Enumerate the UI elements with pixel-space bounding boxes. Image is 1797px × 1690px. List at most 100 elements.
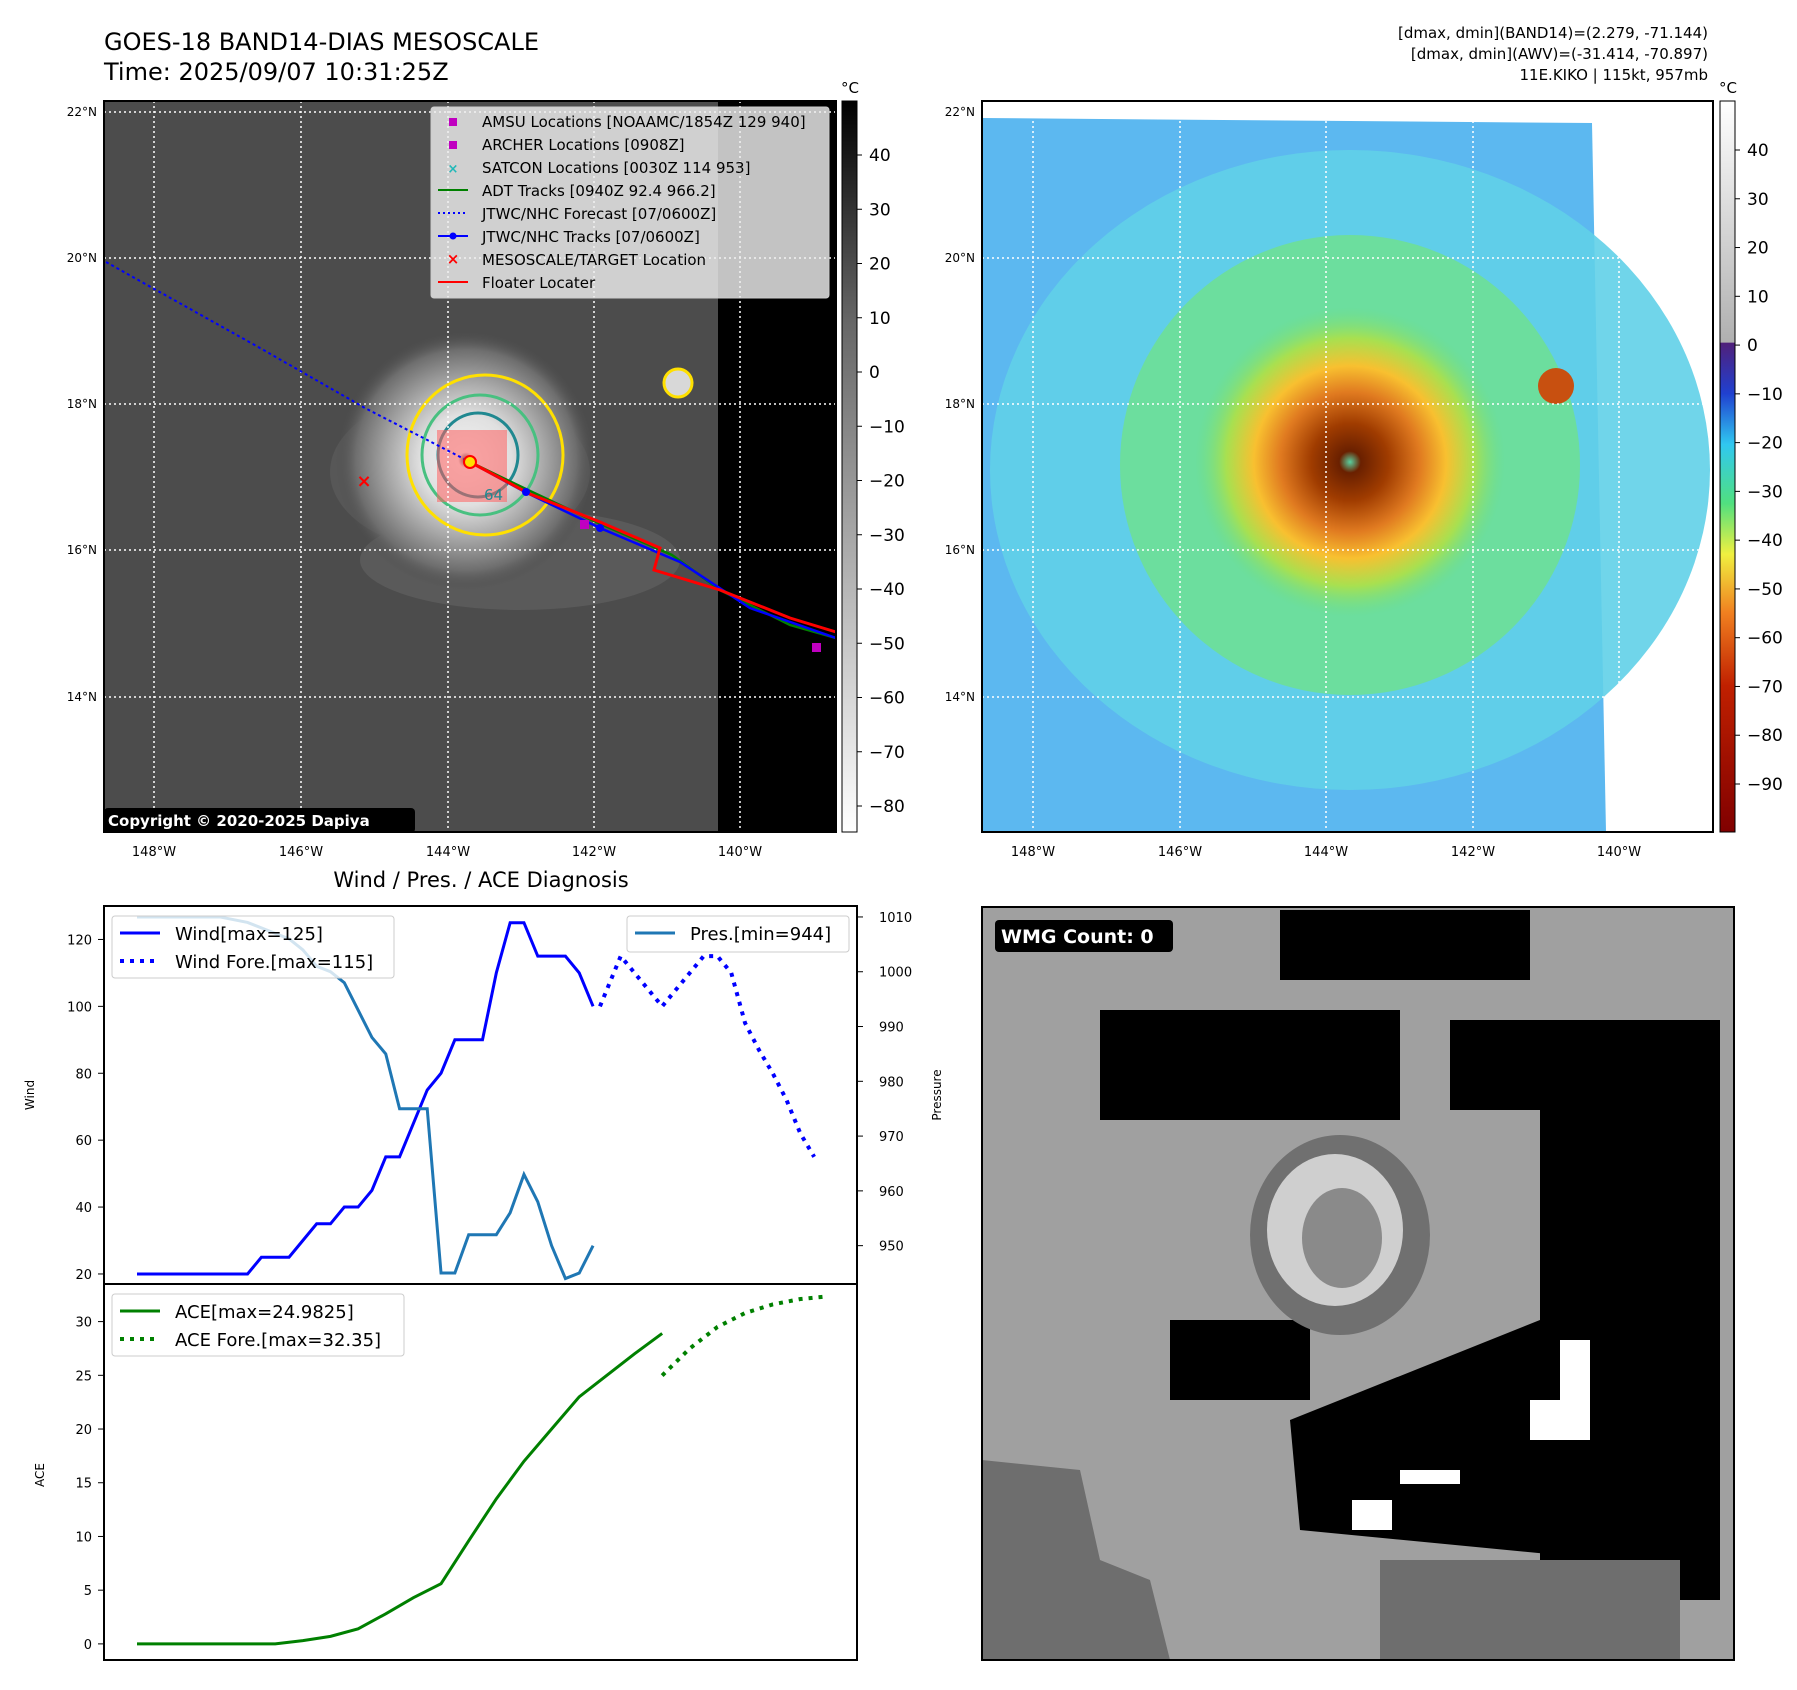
pres-ytick-label: 1010 [879, 911, 912, 926]
enh-lat-14: 14°N [945, 690, 975, 704]
ir-floater-track [469, 460, 837, 634]
colorbar-tick-label: −10 [1747, 385, 1783, 405]
colorbar-tick-label: −10 [869, 417, 905, 437]
colorbar-tick-label: −30 [1747, 482, 1783, 502]
enh-grid [982, 101, 1713, 832]
enh-colorbar [1719, 100, 1736, 833]
colorbar-tick-label: −40 [1747, 531, 1783, 551]
ir-lon-142: 142°W [572, 845, 616, 860]
enh-lon-146: 146°W [1158, 845, 1202, 860]
copyright-text: Copyright © 2020-2025 Dapiya [108, 812, 370, 830]
colorbar-tick-label: −80 [1747, 726, 1783, 746]
colorbar-tick-label: 0 [1747, 336, 1758, 356]
pres-legend: Pres.[min=944] [626, 915, 850, 953]
ir-colorbar [841, 100, 858, 833]
pres-ytick-label: 960 [879, 1185, 904, 1200]
pressure-ylabel: Pressure [930, 1069, 944, 1120]
pres-ytick-label: 990 [879, 1021, 904, 1036]
legend-target: MESOSCALE/TARGET Location [482, 251, 706, 269]
colorbar-tick-label: 10 [869, 309, 891, 329]
ace-ytick-label: 30 [75, 1316, 92, 1331]
colorbar-tick-label: −40 [869, 580, 905, 600]
colorbar-tick-label: −20 [1747, 434, 1783, 454]
ir-map-panel: 64 × × × AMS [67, 79, 905, 860]
wind-ylabel: Wind [23, 1080, 37, 1110]
ir-colorbar-unit: °C [841, 79, 859, 97]
ir-lon-148: 148°W [132, 845, 176, 860]
colorbar-tick-label: 30 [869, 200, 891, 220]
colorbar-tick-label: −50 [1747, 580, 1783, 600]
ace-ytick-label: 5 [84, 1584, 92, 1599]
ir-lon-144: 144°W [426, 845, 470, 860]
enh-lat-22: 22°N [945, 105, 975, 119]
enh-lat-20: 20°N [945, 251, 975, 265]
legend-wind-fore: Wind Fore.[max=115] [175, 952, 373, 973]
pres-ytick-label: 970 [879, 1130, 904, 1145]
colorbar-tick-label: −90 [1747, 775, 1783, 795]
wind-ytick-label: 60 [75, 1134, 92, 1149]
figure-time: Time: 2025/09/07 10:31:25Z [103, 58, 449, 86]
ir-contour-yellow [405, 373, 565, 537]
legend-amsu: AMSU Locations [NOAAMC/1854Z 129 940] [482, 113, 806, 131]
wind-ytick-label: 100 [67, 1000, 92, 1015]
colorbar-tick-label: 20 [1747, 239, 1769, 259]
stats-band14: [dmax, dmin](BAND14)=(2.279, -71.144) [1398, 24, 1708, 42]
ace-ylabel: ACE [33, 1463, 47, 1487]
ir-target-marker: × [356, 471, 371, 492]
wind-pres-chart: 20 40 60 80 100 120 950 960 970 980 990 1000 1010 Wi… [23, 905, 944, 1285]
legend-tracks: JTWC/NHC Tracks [07/0600Z] [481, 228, 700, 246]
ir-legend: × × AMSU Locations [NOAAMC/1854Z 129 940… [430, 106, 830, 299]
colorbar-tick-label: −80 [869, 797, 905, 817]
legend-pres: Pres.[min=944] [690, 924, 831, 945]
series-line-0 [137, 921, 595, 1276]
colorbar-tick-label: −30 [869, 526, 905, 546]
legend-satcon: SATCON Locations [0030Z 114 953] [482, 159, 750, 177]
enh-lon-140: 140°W [1597, 845, 1641, 860]
wind-ytick-label: 40 [75, 1201, 92, 1216]
legend-archer: ARCHER Locations [0908Z] [482, 136, 685, 154]
diagnosis-title: Wind / Pres. / ACE Diagnosis [333, 868, 628, 892]
wind-ytick-label: 20 [75, 1268, 92, 1283]
ir-lat-16: 16°N [67, 543, 97, 557]
ir-lat-18: 18°N [67, 397, 97, 411]
ace-series-line-0 [137, 1332, 664, 1646]
colorbar-tick-label: −50 [869, 634, 905, 654]
colorbar-tick-label: −60 [1747, 629, 1783, 649]
ace-ytick-label: 20 [75, 1423, 92, 1438]
pres-ytick-label: 980 [879, 1075, 904, 1090]
enh-storm-core [1195, 307, 1505, 617]
ace-series-line-1 [660, 1294, 829, 1377]
colorbar-tick-label: −70 [1747, 677, 1783, 697]
enh-lat-18: 18°N [945, 397, 975, 411]
wmg-count-label: WMG Count: 0 [1001, 926, 1154, 948]
ace-ytick-label: 15 [75, 1477, 92, 1492]
enh-colorbar-unit: °C [1719, 79, 1737, 97]
ace-legend: ACE[max=24.9825] ACE Fore.[max=32.35] [111, 1293, 405, 1357]
wmg-panel: WMG Count: 0 [981, 906, 1735, 1661]
ace-ytick-label: 0 [84, 1638, 92, 1653]
colorbar-tick-label: −60 [869, 689, 905, 709]
ace-ytick-label: 25 [75, 1369, 92, 1384]
enh-colorbar-ticks: 40 30 20 10 0 −10 −20 −30 −40 −50 −60 −70 −80 −90 [1735, 141, 1783, 795]
colorbar-tick-label: −70 [869, 743, 905, 763]
wind-legend: Wind[max=125] Wind Fore.[max=115] [111, 915, 395, 979]
ir-lon-146: 146°W [279, 845, 323, 860]
legend-adt: ADT Tracks [0940Z 92.4 966.2] [482, 182, 716, 200]
ace-chart: 0 5 10 15 20 25 30 ACE ACE[max=24.9825] ACE Fo… [33, 1283, 858, 1661]
wind-ytick-label: 120 [67, 933, 92, 948]
stats-awv: [dmax, dmin](AWV)=(-31.414, -70.897) [1411, 45, 1708, 63]
legend-floater: Floater Locater [482, 274, 596, 292]
enh-lon-148: 148°W [1011, 845, 1055, 860]
stats-storm: 11E.KIKO | 115kt, 957mb [1519, 66, 1708, 84]
enhanced-map-panel: 22°N 20°N 18°N 16°N 14°N 148°W 146°W 144… [945, 79, 1783, 860]
ir-contour-label: 64 [484, 486, 503, 504]
ace-ytick-label: 10 [75, 1530, 92, 1545]
ir-lon-140: 140°W [718, 845, 762, 860]
colorbar-tick-label: 40 [869, 146, 891, 166]
svg-text:×: × [447, 250, 460, 268]
figure-title: GOES-18 BAND14-DIAS MESOSCALE [104, 28, 539, 56]
ir-lat-20: 20°N [67, 251, 97, 265]
colorbar-tick-label: 40 [1747, 141, 1769, 161]
legend-ace: ACE[max=24.9825] [175, 1302, 354, 1323]
colorbar-tick-label: 20 [869, 255, 891, 275]
